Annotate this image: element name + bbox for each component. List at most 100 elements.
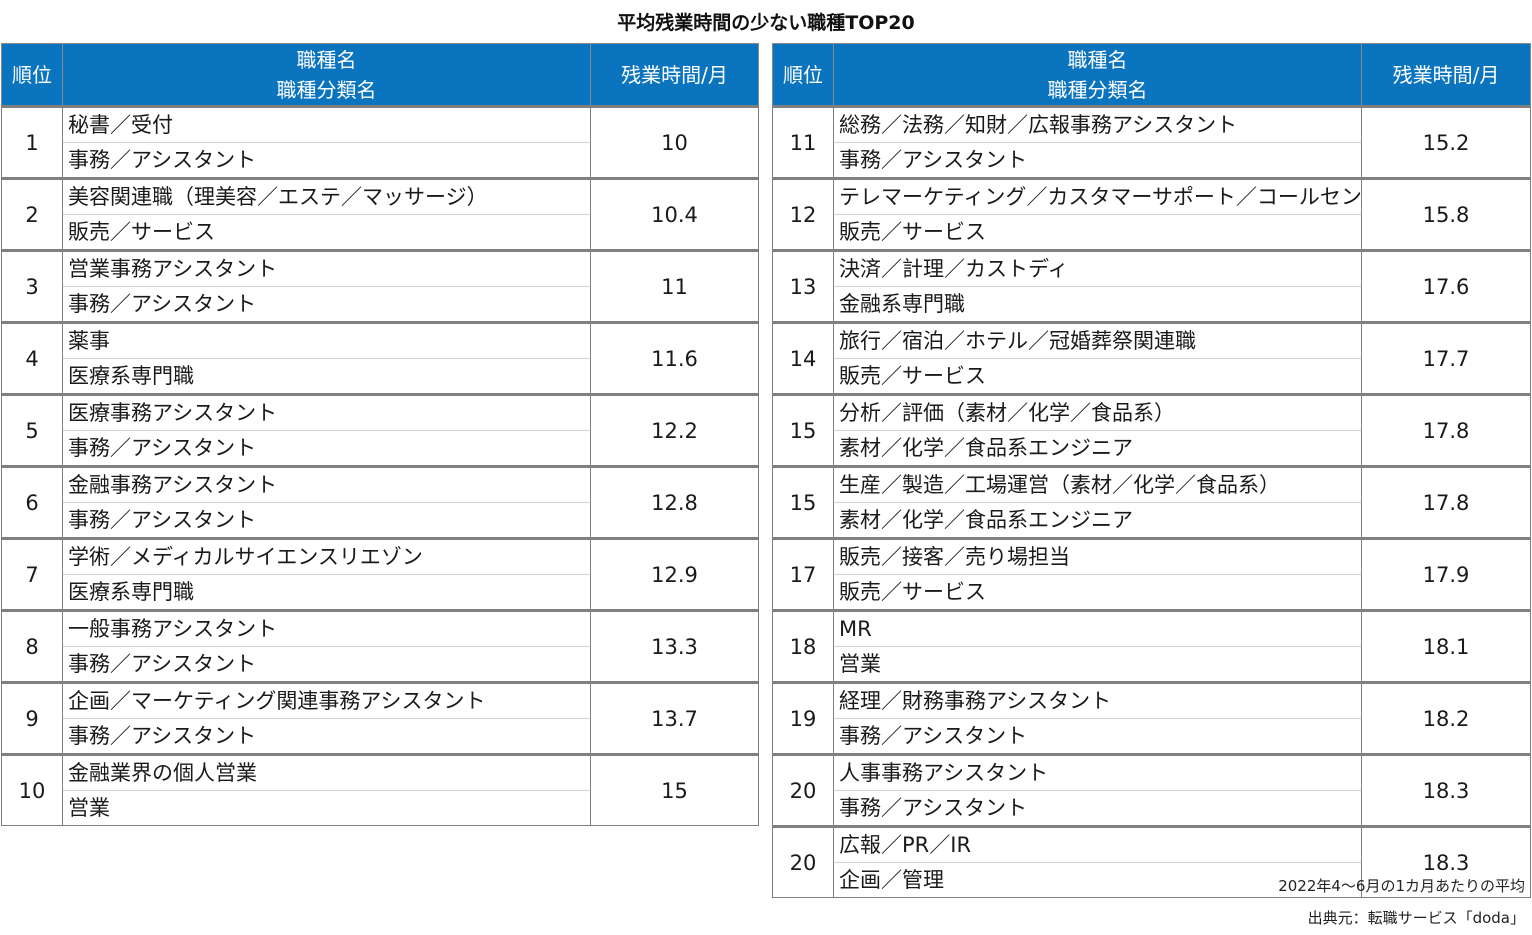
job-cell: テレマーケティング／カスタマーサポート／コールセンター 販売／サービス — [833, 178, 1362, 251]
job-category: 素材／化学／食品系エンジニア — [839, 435, 1133, 460]
job-name: 販売／接客／売り場担当 — [834, 540, 1361, 575]
table-row: 14 旅行／宿泊／ホテル／冠婚葬祭関連職 販売／サービス 17.7 — [772, 322, 1531, 395]
table-row: 6 金融事務アシスタント 事務／アシスタント 12.8 — [1, 466, 759, 539]
overtime-cell: 12.9 — [590, 538, 759, 611]
table-row: 19 経理／財務事務アシスタント 事務／アシスタント 18.2 — [772, 682, 1531, 755]
job-cell: 美容関連職（理美容／エステ／マッサージ） 販売／サービス — [62, 178, 591, 251]
table-row: 3 営業事務アシスタント 事務／アシスタント 11 — [1, 250, 759, 323]
table-header-row: 順位 職種名 職種分類名 残業時間/月 — [772, 43, 1531, 107]
table-row: 15 分析／評価（素材／化学／食品系） 素材／化学／食品系エンジニア 17.8 — [772, 394, 1531, 467]
rank-cell: 15 — [772, 394, 834, 467]
rank-cell: 7 — [1, 538, 63, 611]
rank-cell: 6 — [1, 466, 63, 539]
job-name: 人事事務アシスタント — [834, 756, 1361, 791]
job-name: 企画／マーケティング関連事務アシスタント — [63, 684, 590, 719]
job-category: 事務／アシスタント — [68, 507, 257, 532]
ranking-table-right: 順位 職種名 職種分類名 残業時間/月 11 総務／法務／知財／広報事務アシスタン… — [772, 43, 1531, 898]
job-name: 営業事務アシスタント — [63, 252, 590, 287]
job-category: 医療系専門職 — [68, 579, 194, 604]
overtime-cell: 17.8 — [1361, 394, 1531, 467]
job-name: 経理／財務事務アシスタント — [834, 684, 1361, 719]
job-cell: 分析／評価（素材／化学／食品系） 素材／化学／食品系エンジニア — [833, 394, 1362, 467]
job-cell: 人事事務アシスタント事務／アシスタント — [833, 754, 1362, 827]
overtime-cell: 10 — [590, 106, 759, 179]
overtime-cell: 17.7 — [1361, 322, 1531, 395]
job-name: MR — [834, 612, 1361, 647]
job-category: 営業 — [68, 795, 110, 820]
table-row: 17 販売／接客／売り場担当 販売／サービス 17.9 — [772, 538, 1531, 611]
header-overtime: 残業時間/月 — [1361, 43, 1531, 107]
job-name: 生産／製造／工場運営（素材／化学／食品系） — [834, 468, 1361, 503]
job-category: 販売／サービス — [68, 219, 215, 244]
job-cell: 金融業界の個人営業 営業 — [62, 754, 591, 826]
job-category: 事務／アシスタント — [839, 147, 1028, 172]
rank-cell: 13 — [772, 250, 834, 323]
table-row: 7 学術／メディカルサイエンスリエゾン 医療系専門職 12.9 — [1, 538, 759, 611]
header-overtime: 残業時間/月 — [590, 43, 759, 107]
table-row: 12 テレマーケティング／カスタマーサポート／コールセンター 販売／サービス 15.8 — [772, 178, 1531, 251]
overtime-cell: 13.3 — [590, 610, 759, 683]
job-name: 金融事務アシスタント — [63, 468, 590, 503]
job-name: 美容関連職（理美容／エステ／マッサージ） — [63, 180, 590, 215]
job-category: 医療系専門職 — [68, 363, 194, 388]
job-cell: 経理／財務事務アシスタント事務／アシスタント — [833, 682, 1362, 755]
overtime-cell: 12.8 — [590, 466, 759, 539]
job-cell: 金融事務アシスタント事務／アシスタント — [62, 466, 591, 539]
job-cell: 旅行／宿泊／ホテル／冠婚葬祭関連職 販売／サービス — [833, 322, 1362, 395]
header-rank: 順位 — [772, 43, 834, 107]
job-name: 決済／計理／カストディ — [834, 252, 1361, 287]
job-name: 一般事務アシスタント — [63, 612, 590, 647]
rank-cell: 20 — [772, 826, 834, 898]
job-category: 販売／サービス — [839, 363, 986, 388]
overtime-cell: 15 — [590, 754, 759, 826]
page-title: 平均残業時間の少ない職種TOP20 — [617, 12, 915, 34]
header-job-name-line1: 職種名 — [1067, 47, 1128, 72]
job-name: テレマーケティング／カスタマーサポート／コールセンター — [834, 180, 1361, 215]
ranking-table-left: 順位 職種名 職種分類名 残業時間/月 1 秘書／受付 事務／アシスタント 10 2 美容… — [1, 43, 759, 826]
overtime-cell: 10.4 — [590, 178, 759, 251]
job-category: 事務／アシスタント — [68, 147, 257, 172]
table-row: 4 薬事 医療系専門職 11.6 — [1, 322, 759, 395]
header-job-category-line2: 職種分類名 — [1047, 77, 1148, 102]
job-name: 薬事 — [63, 324, 590, 359]
overtime-cell: 15.2 — [1361, 106, 1531, 179]
table-header-row: 順位 職種名 職種分類名 残業時間/月 — [1, 43, 759, 107]
job-name: 分析／評価（素材／化学／食品系） — [834, 396, 1361, 431]
table-row: 1 秘書／受付 事務／アシスタント 10 — [1, 106, 759, 179]
rank-cell: 4 — [1, 322, 63, 395]
table-row: 5 医療事務アシスタント事務／アシスタント 12.2 — [1, 394, 759, 467]
overtime-cell: 12.2 — [590, 394, 759, 467]
rank-cell: 5 — [1, 394, 63, 467]
job-cell: MR 営業 — [833, 610, 1362, 683]
overtime-cell: 11.6 — [590, 322, 759, 395]
job-category: 事務／アシスタント — [68, 291, 257, 316]
job-cell: 学術／メディカルサイエンスリエゾン 医療系専門職 — [62, 538, 591, 611]
job-category: 営業 — [839, 651, 881, 676]
job-category: 事務／アシスタント — [68, 435, 257, 460]
table-row: 13 決済／計理／カストディ 金融系専門職 17.6 — [772, 250, 1531, 323]
rank-cell: 18 — [772, 610, 834, 683]
job-cell: 一般事務アシスタント事務／アシスタント — [62, 610, 591, 683]
overtime-cell: 11 — [590, 250, 759, 323]
rank-cell: 14 — [772, 322, 834, 395]
rank-cell: 8 — [1, 610, 63, 683]
header-job-category-line2: 職種分類名 — [276, 77, 377, 102]
header-job-name-line1: 職種名 — [296, 47, 357, 72]
table-row: 11 総務／法務／知財／広報事務アシスタント 事務／アシスタント 15.2 — [772, 106, 1531, 179]
table-row: 2 美容関連職（理美容／エステ／マッサージ） 販売／サービス 10.4 — [1, 178, 759, 251]
overtime-cell: 18.1 — [1361, 610, 1531, 683]
job-name: 医療事務アシスタント — [63, 396, 590, 431]
job-category: 事務／アシスタント — [839, 795, 1028, 820]
job-category: 事務／アシスタント — [68, 651, 257, 676]
job-name: 秘書／受付 — [63, 108, 590, 143]
table-row: 20 広報／PR／IR 企画／管理 18.3 — [772, 826, 1531, 898]
job-name: 広報／PR／IR — [834, 828, 1361, 863]
overtime-cell: 18.3 — [1361, 754, 1531, 827]
overtime-cell: 13.7 — [590, 682, 759, 755]
job-cell: 企画／マーケティング関連事務アシスタント 事務／アシスタント — [62, 682, 591, 755]
rank-cell: 12 — [772, 178, 834, 251]
job-cell: 薬事医療系専門職 — [62, 322, 591, 395]
job-category: 事務／アシスタント — [839, 723, 1028, 748]
table-row: 8 一般事務アシスタント 事務／アシスタント 13.3 — [1, 610, 759, 683]
rank-cell: 10 — [1, 754, 63, 826]
